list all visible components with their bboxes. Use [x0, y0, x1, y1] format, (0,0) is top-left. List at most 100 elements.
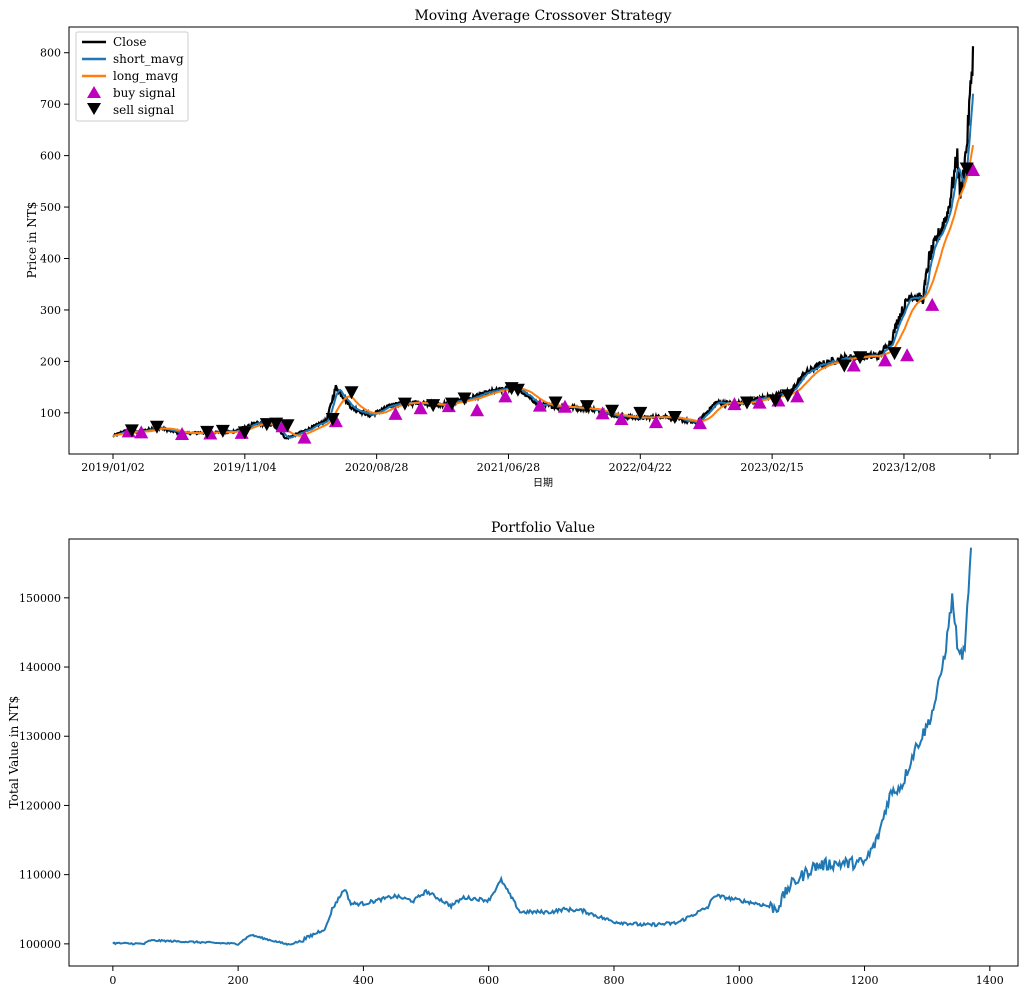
portfolio-series-group: [112, 547, 972, 946]
price-y-tick-label: 500: [40, 201, 61, 214]
legend-buy-signal-marker: [87, 86, 101, 98]
buy-signal-marker: [297, 430, 312, 444]
sell-signal-marker: [269, 417, 284, 431]
buy-signal-marker: [470, 403, 485, 417]
portfolio-y-tick-label: 110000: [19, 869, 61, 882]
sell-signal-marker: [959, 162, 974, 176]
legend-long-mavg-label: long_mavg: [113, 69, 179, 83]
sell-signal-marker: [259, 418, 274, 432]
buy-signal-marker: [175, 426, 190, 440]
price-x-tick-label: 2020/08/28: [345, 461, 408, 474]
price-y-axis: 100 200 300 400 500 600 700 800: [40, 47, 69, 420]
sell-signal-marker: [667, 410, 682, 424]
sell-signal-marker: [457, 392, 472, 406]
sell-signal-marker: [740, 396, 755, 410]
buy-signal-marker: [692, 416, 707, 430]
buy-signal-marker: [388, 406, 403, 420]
sell-signal-marker: [426, 399, 441, 413]
sell-signal-marker: [548, 396, 563, 410]
buy-signal-marker: [900, 348, 915, 362]
buy-signal-marker: [846, 358, 861, 372]
portfolio-y-tick-label: 130000: [19, 730, 61, 743]
price-axes-frame: [68, 26, 1019, 455]
buy-signal-marker: [648, 415, 663, 429]
price-y-tick-label: 300: [40, 304, 61, 317]
legend-sell-signal-marker: [87, 103, 101, 115]
price-chart-title: Moving Average Crossover Strategy: [414, 8, 671, 24]
portfolio-y-tick-label: 100000: [19, 938, 61, 951]
buy-signal-marker: [557, 399, 572, 413]
price-x-axis: 2019/01/02 2019/11/04 2020/08/28 2021/06/28…: [81, 454, 991, 474]
portfolio-y-tick-label: 140000: [19, 661, 61, 674]
legend-short-mavg-label: short_mavg: [113, 52, 184, 66]
price-y-tick-label: 800: [40, 47, 61, 60]
buy-signal-marker: [532, 398, 547, 412]
price-y-tick-label: 700: [40, 98, 61, 111]
legend-sell-signal-label: sell signal: [113, 103, 174, 117]
portfolio-x-tick-label: 800: [603, 974, 624, 987]
buy-signal-marker: [878, 353, 893, 367]
sell-signal-marker: [633, 406, 648, 420]
portfolio-x-tick-label: 1400: [976, 974, 1004, 987]
legend-buy-signal-label: buy signal: [113, 86, 176, 100]
portfolio-y-axis: 100000 110000 120000 130000 140000 150000: [19, 592, 69, 951]
sell-signal-marker: [149, 420, 164, 434]
buy-signal-marker: [966, 163, 980, 177]
buy-signal-marker: [134, 425, 149, 439]
price-x-tick-label: 2023/02/15: [740, 461, 803, 474]
price-x-axis-label: 日期: [533, 477, 553, 489]
portfolio-x-axis: 0 200 400 600 800 1000 1200 1400: [109, 966, 1004, 987]
sell-signal-marker: [325, 413, 340, 427]
sell-signal-marker: [237, 426, 252, 440]
sell-signal-marker: [124, 424, 139, 438]
price-plot-area: [112, 46, 980, 444]
sell-signal-marker: [280, 419, 295, 433]
price-y-tick-label: 100: [40, 407, 61, 420]
price-y-tick-label: 200: [40, 355, 61, 368]
sell-signal-marker: [887, 347, 902, 361]
long-mavg-line: [112, 144, 974, 437]
portfolio-y-tick-label: 150000: [19, 592, 61, 605]
buy-signal-marker: [727, 397, 742, 411]
price-y-axis-label: Price in NT$: [25, 202, 39, 279]
portfolio-x-tick-label: 1200: [851, 974, 879, 987]
price-x-tick-label: 2019/11/04: [213, 461, 276, 474]
portfolio-x-tick-label: 600: [478, 974, 499, 987]
price-x-tick-label: 2023/12/08: [872, 461, 935, 474]
sell-signal-marker: [397, 397, 412, 411]
legend-close-label: Close: [113, 35, 147, 49]
price-x-tick-label: 2022/04/22: [609, 461, 672, 474]
sell-signal-marker: [215, 424, 230, 438]
buy-signal-marker: [925, 297, 940, 311]
portfolio-y-axis-label: Total Value in NT$: [7, 696, 21, 809]
price-x-tick-label: 2019/01/02: [81, 461, 144, 474]
buy-signal-marker: [752, 395, 767, 409]
sell-signal-marker: [780, 389, 795, 403]
sell-signal-marker: [853, 351, 868, 365]
sell-signal-marker: [579, 400, 594, 414]
sell-signal-marker: [510, 383, 525, 397]
sell-signal-marker: [344, 386, 359, 400]
sell-signal-marker: [605, 404, 620, 418]
buy-signal-marker: [790, 389, 805, 403]
price-chart: Moving Average Crossover Strategy 2019/0…: [25, 8, 1019, 489]
portfolio-x-tick-label: 0: [109, 974, 116, 987]
price-x-tick-label: 2021/06/28: [477, 461, 540, 474]
buy-signal-marker: [413, 401, 428, 415]
sell-signal-marker: [768, 394, 783, 408]
portfolio-x-tick-label: 1000: [725, 974, 753, 987]
price-legend: Close short_mavg long_mavg buy signal se…: [75, 31, 189, 122]
portfolio-value-line: [112, 547, 972, 946]
price-y-tick-label: 600: [40, 150, 61, 163]
portfolio-x-tick-label: 200: [228, 974, 249, 987]
signal-markers-group: [121, 162, 980, 444]
portfolio-x-tick-label: 400: [353, 974, 374, 987]
portfolio-y-tick-label: 120000: [19, 799, 61, 812]
sell-signal-marker: [444, 397, 459, 411]
legend-box: [75, 31, 189, 122]
sell-signal-marker: [837, 359, 852, 373]
buy-signal-marker: [595, 406, 610, 420]
portfolio-chart: Portfolio Value 0 200 400 600 800 1000 1200 140…: [7, 520, 1019, 987]
portfolio-axes-frame: [68, 538, 1019, 967]
